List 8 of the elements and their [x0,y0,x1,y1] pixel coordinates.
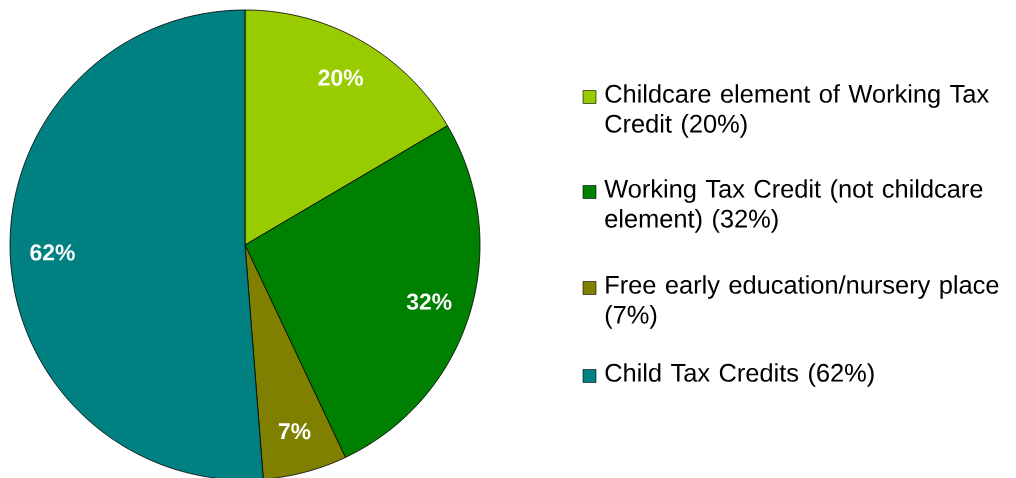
legend-label: Childcare element of Working Tax Credit (20%) [605,84,989,138]
data-label: 20% [318,69,363,86]
data-label: 62% [30,244,75,261]
legend-label: Free early education/nursery place (7%) [605,275,999,329]
legend-label: Child Tax Credits (62%) [605,363,874,387]
data-label: 32% [406,293,452,310]
data-label: 7% [278,423,311,440]
legend-label: Working Tax Credit (not childcare element) (32%) [604,179,983,233]
